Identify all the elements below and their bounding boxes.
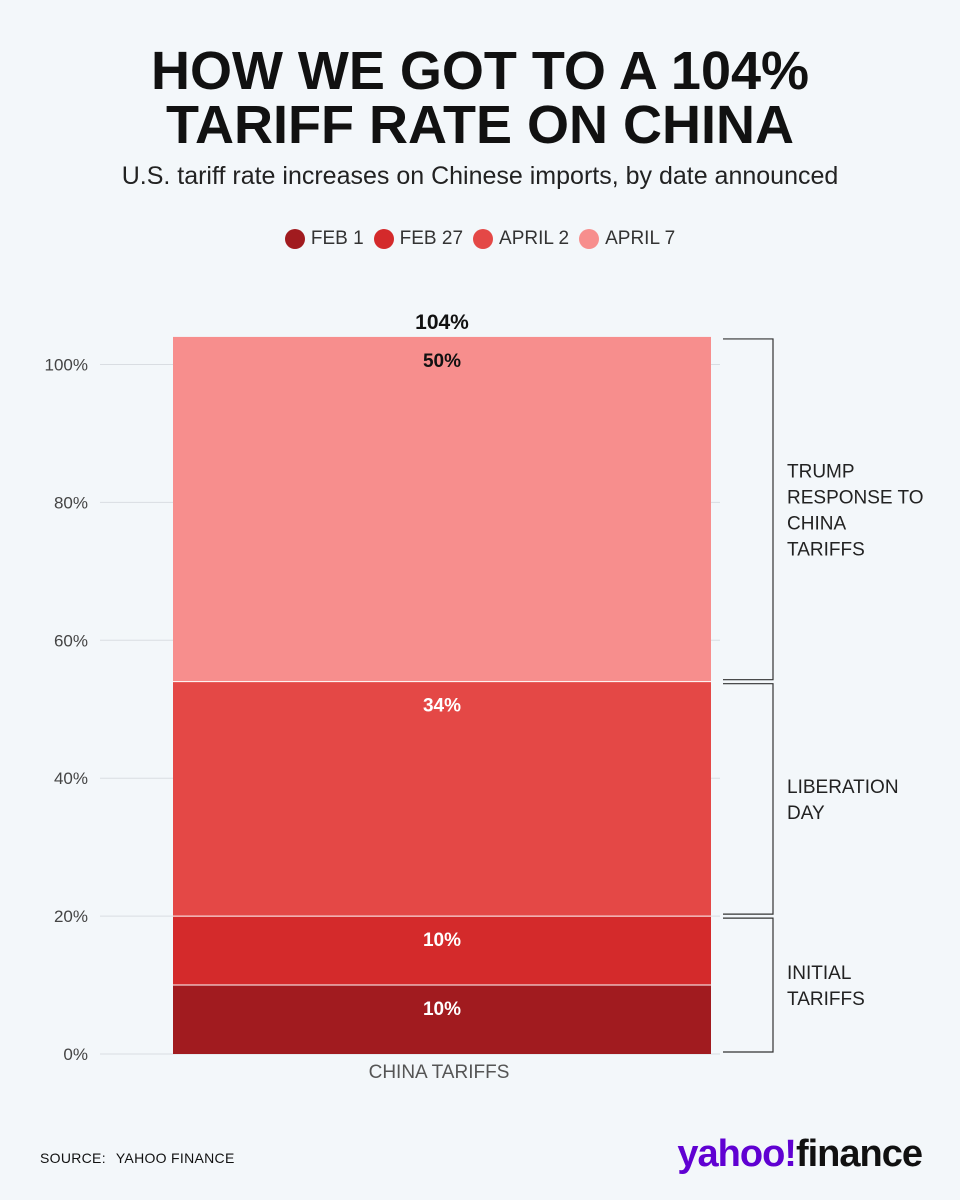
y-tick-label: 60% bbox=[54, 631, 88, 650]
title-line-2: TARIFF RATE ON CHINA bbox=[166, 95, 794, 155]
y-tick-label: 0% bbox=[63, 1045, 88, 1064]
chart-subtitle: U.S. tariff rate increases on Chinese im… bbox=[121, 162, 839, 190]
y-tick-label: 80% bbox=[54, 493, 88, 512]
annotation-label: TARIFFS bbox=[787, 539, 865, 560]
annotation-bracket bbox=[723, 338, 774, 681]
bar-segment bbox=[173, 985, 711, 1054]
legend-swatch bbox=[579, 229, 600, 249]
annotation-label: LIBERATION bbox=[787, 777, 899, 798]
bar-segment bbox=[173, 916, 711, 986]
annotation-bracket bbox=[723, 917, 774, 1053]
total-label: 104% bbox=[415, 311, 469, 334]
legend-item-feb-1: FEB 1 bbox=[284, 228, 364, 250]
legend-label: FEB 27 bbox=[399, 228, 464, 249]
source-label: SOURCE: bbox=[40, 1150, 106, 1166]
x-tick-label: CHINA TARIFFS bbox=[369, 1062, 510, 1083]
legend-label: APRIL 7 bbox=[605, 228, 676, 249]
title-line-1: HOW WE GOT TO A 104% bbox=[150, 41, 810, 101]
bar-segment bbox=[173, 336, 711, 682]
legend: FEB 1 FEB 27 APRIL 2 APRIL 7 bbox=[0, 228, 960, 250]
data-label: 50% bbox=[423, 351, 461, 372]
y-tick-label: 20% bbox=[54, 907, 88, 926]
annotation-bracket bbox=[723, 683, 774, 915]
source-note: SOURCE: YAHOO FINANCE bbox=[40, 1150, 235, 1166]
y-tick-label: 40% bbox=[54, 769, 88, 788]
annotation-label: CHINA bbox=[787, 513, 846, 534]
source-text: YAHOO FINANCE bbox=[115, 1150, 235, 1166]
legend-swatch bbox=[284, 229, 305, 249]
logo-yahoo: yahoo! bbox=[677, 1133, 797, 1175]
annotation-label: TRUMP bbox=[787, 461, 855, 482]
legend-label: FEB 1 bbox=[310, 228, 364, 249]
legend-swatch bbox=[373, 229, 394, 249]
annotation-label: TARIFFS bbox=[787, 989, 865, 1010]
annotation-label: DAY bbox=[787, 803, 825, 824]
legend-item-april-7: APRIL 7 bbox=[579, 228, 675, 250]
bar-segment bbox=[173, 681, 711, 917]
yahoo-finance-logo: yahoo!finance bbox=[677, 1133, 923, 1175]
legend-item-april-2: APRIL 2 bbox=[473, 228, 569, 250]
annotation-label: INITIAL bbox=[787, 963, 851, 984]
data-label: 10% bbox=[423, 999, 461, 1020]
chart-title: HOW WE GOT TO A 104% TARIFF RATE ON CHIN… bbox=[0, 44, 960, 152]
annotation-label: RESPONSE TO bbox=[787, 487, 924, 508]
data-label: 10% bbox=[423, 930, 461, 951]
logo-finance: finance bbox=[795, 1133, 923, 1175]
legend-item-feb-27: FEB 27 bbox=[373, 228, 464, 250]
legend-label: APRIL 2 bbox=[499, 228, 570, 249]
y-tick-label: 100% bbox=[45, 356, 88, 375]
data-label: 34% bbox=[423, 696, 461, 717]
legend-swatch bbox=[473, 229, 494, 249]
